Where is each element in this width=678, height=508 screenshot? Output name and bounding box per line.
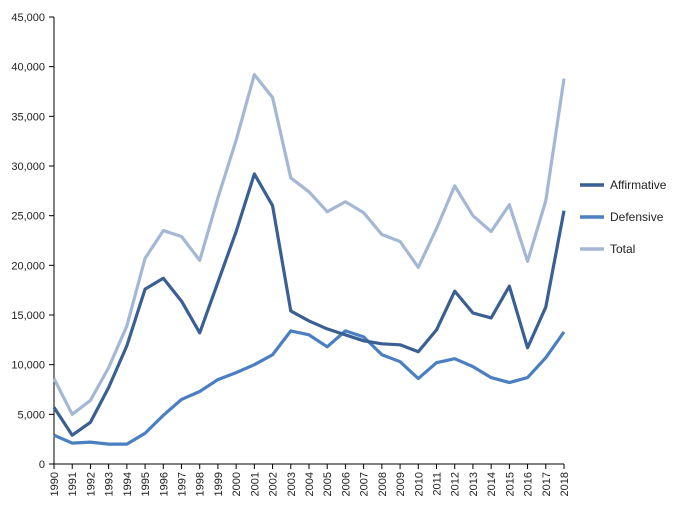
x-tick-label: 1991 xyxy=(67,472,79,496)
x-tick-label: 2000 xyxy=(231,472,243,496)
x-tick-label: 1990 xyxy=(49,472,61,496)
x-tick-label: 1998 xyxy=(195,472,207,496)
y-axis: 0 5,000 10,000 15,000 20,000 25,000 30,000 35,0… xyxy=(11,12,55,471)
series-line-affirmative xyxy=(52,172,566,437)
y-tick-label: 45,000 xyxy=(11,12,45,24)
x-tick-label: 1995 xyxy=(140,472,152,496)
y-tick-label: 40,000 xyxy=(11,62,45,74)
x-tick-label: 1996 xyxy=(158,472,170,496)
x-tick-label: 1992 xyxy=(85,472,97,496)
x-tick-label: 2001 xyxy=(249,472,261,496)
y-tick-label: 5,000 xyxy=(17,409,45,421)
y-tick-label: 20,000 xyxy=(11,260,45,272)
x-tick-label: 1997 xyxy=(177,472,189,496)
x-tick-label: 2010 xyxy=(413,472,425,496)
y-tick-label: 0 xyxy=(39,459,45,471)
legend-label-affirmative: Affirmative xyxy=(610,178,667,192)
series-line-defensive xyxy=(53,329,566,446)
legend-label-total: Total xyxy=(610,242,635,256)
x-tick-label: 2008 xyxy=(377,472,389,496)
y-tick-label: 30,000 xyxy=(11,161,45,173)
x-tick-label: 1999 xyxy=(213,472,225,496)
x-tick-label: 2004 xyxy=(304,472,316,496)
x-tick-label: 2007 xyxy=(359,472,371,496)
x-tick-label: 2016 xyxy=(523,472,535,496)
legend-label-defensive: Defensive xyxy=(610,210,664,224)
legend: Affirmative Defensive Total xyxy=(580,178,667,256)
x-tick-label: 2017 xyxy=(541,472,553,496)
x-axis: 1990 1991 1992 1993 1994 1995 1996 1997 1998 1999… xyxy=(49,463,571,496)
series-line-total xyxy=(52,73,566,416)
y-tick-label: 25,000 xyxy=(11,211,45,223)
y-tick-label: 35,000 xyxy=(11,111,45,123)
y-tick-label: 10,000 xyxy=(11,360,45,372)
x-tick-label: 2009 xyxy=(395,472,407,496)
y-tick-label: 15,000 xyxy=(11,310,45,322)
x-tick-label: 2002 xyxy=(268,472,280,496)
x-tick-label: 2014 xyxy=(486,472,498,496)
x-tick-label: 2005 xyxy=(322,472,334,496)
x-tick-label: 1993 xyxy=(104,472,116,496)
x-tick-label: 2013 xyxy=(468,472,480,496)
x-tick-label: 2018 xyxy=(559,472,571,496)
x-tick-label: 2003 xyxy=(286,472,298,496)
x-tick-label: 2015 xyxy=(504,472,516,496)
series-lines xyxy=(52,73,566,446)
x-tick-label: 2011 xyxy=(432,472,444,496)
x-tick-label: 2006 xyxy=(340,472,352,496)
x-tick-label: 1994 xyxy=(122,472,134,496)
x-tick-label: 2012 xyxy=(450,472,462,496)
